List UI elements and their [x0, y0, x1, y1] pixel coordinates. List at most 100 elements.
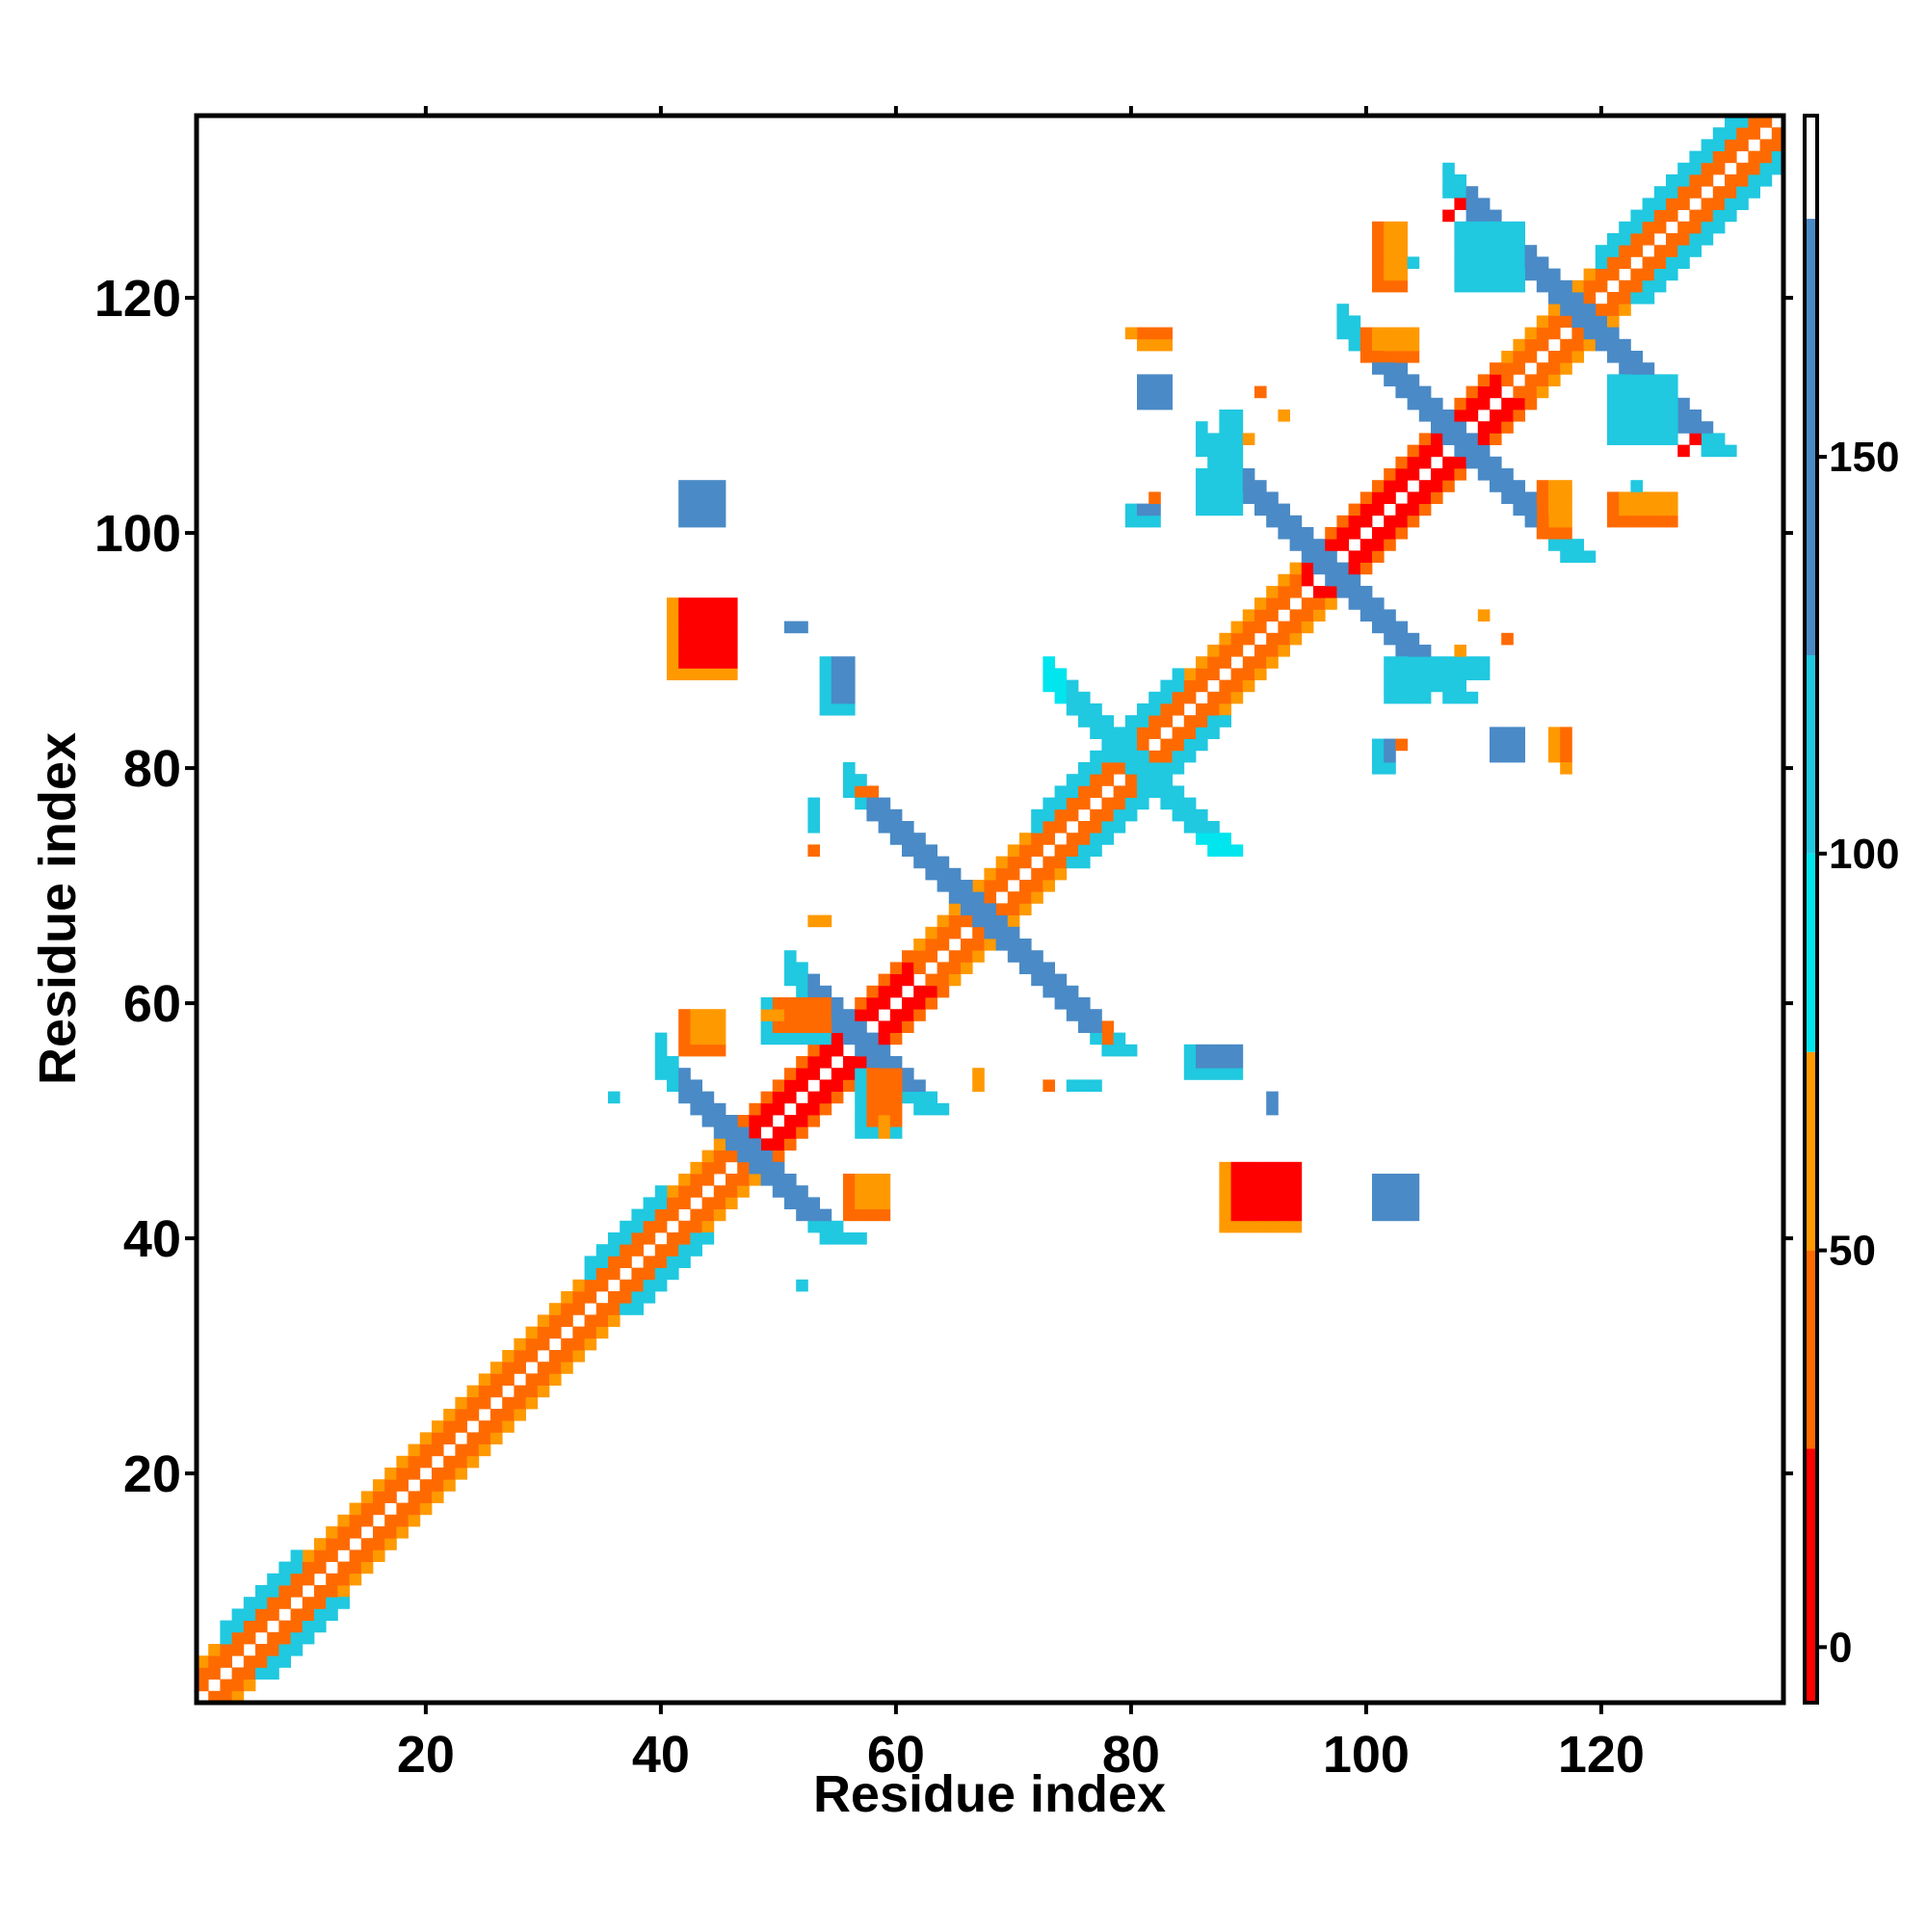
heatmap-cell: [255, 1644, 268, 1656]
heatmap-cell: [1230, 679, 1244, 693]
heatmap-cell: [1477, 468, 1491, 481]
heatmap-cell: [360, 1561, 374, 1575]
heatmap-cell: [1595, 279, 1608, 293]
heatmap-cell: [749, 1150, 761, 1163]
heatmap-cell: [878, 1056, 891, 1069]
heatmap-cell: [525, 1373, 539, 1386]
heatmap-cell: [807, 1009, 820, 1021]
heatmap-cell: [1124, 738, 1138, 752]
heatmap-cell: [1043, 821, 1055, 834]
heatmap-cell: [1513, 268, 1525, 281]
heatmap-cell: [1666, 491, 1678, 504]
heatmap-cell: [349, 1561, 362, 1575]
heatmap-cell: [667, 597, 679, 610]
heatmap-cell: [972, 939, 985, 951]
heatmap-cell: [1254, 597, 1267, 610]
heatmap-cell: [1219, 1185, 1231, 1198]
heatmap-cell: [1207, 727, 1220, 739]
heatmap-cell: [1548, 738, 1561, 752]
heatmap-cell: [1736, 116, 1749, 128]
heatmap-cell: [1454, 397, 1466, 410]
heatmap-cell: [1348, 338, 1361, 352]
colorbar-band: [1805, 853, 1817, 1052]
heatmap-cell: [1160, 703, 1173, 716]
heatmap-cell: [1372, 1185, 1385, 1198]
heatmap-cell: [408, 1491, 421, 1503]
heatmap-cell: [243, 1631, 256, 1645]
heatmap-cell: [1736, 174, 1749, 187]
heatmap-cell: [1524, 374, 1538, 386]
heatmap-cell: [1113, 1032, 1126, 1045]
heatmap-cell: [948, 973, 962, 987]
heatmap-cell: [1230, 1185, 1244, 1198]
heatmap-cell: [197, 1679, 209, 1692]
heatmap-cell: [1689, 174, 1702, 187]
heatmap-cell: [1384, 656, 1396, 669]
heatmap-cell: [1148, 503, 1161, 516]
heatmap-cell: [760, 1020, 774, 1033]
heatmap-cell: [1619, 515, 1631, 528]
heatmap-cell: [1359, 609, 1373, 622]
heatmap-cell: [243, 1597, 256, 1609]
heatmap-cell: [1160, 374, 1173, 386]
heatmap-cell: [1465, 186, 1479, 198]
heatmap-cell: [1372, 233, 1385, 246]
heatmap-cell: [455, 1409, 467, 1421]
heatmap-cell: [1407, 256, 1420, 269]
heatmap-cell: [502, 1396, 515, 1410]
heatmap-cell: [1677, 233, 1690, 246]
heatmap-cell: [373, 1526, 385, 1539]
heatmap-cell: [608, 1244, 620, 1257]
heatmap-cell: [384, 1526, 397, 1539]
heatmap-cell: [1736, 198, 1749, 210]
heatmap-cell: [432, 1432, 444, 1444]
heatmap-cell: [1689, 162, 1702, 175]
heatmap-cell: [889, 821, 903, 834]
heatmap-cell: [1054, 797, 1068, 810]
heatmap-cell: [1019, 962, 1032, 974]
heatmap-cell: [654, 1032, 668, 1045]
heatmap-cell: [1007, 856, 1020, 869]
heatmap-cell: [843, 1079, 856, 1092]
heatmap-cell: [1607, 292, 1620, 304]
y-tick-label: 80: [123, 740, 181, 798]
heatmap-cell: [737, 1138, 750, 1151]
heatmap-cell: [514, 1337, 526, 1351]
heatmap-cell: [1066, 797, 1079, 810]
heatmap-cell: [1196, 668, 1208, 680]
heatmap-cell: [326, 1526, 338, 1539]
heatmap-cell: [1607, 256, 1620, 269]
heatmap-cell: [1571, 279, 1584, 293]
heatmap-cell: [231, 1679, 245, 1692]
heatmap-cell: [1560, 539, 1572, 551]
heatmap-cell: [1066, 774, 1079, 786]
heatmap-cell: [1219, 1161, 1231, 1175]
heatmap-cell: [819, 1102, 832, 1116]
heatmap-cell: [1266, 1091, 1279, 1104]
heatmap-cell: [1348, 327, 1361, 340]
heatmap-cell: [1289, 586, 1303, 598]
heatmap-cell: [1630, 410, 1643, 422]
heatmap-cell: [443, 1479, 456, 1492]
heatmap-cell: [1395, 679, 1408, 693]
heatmap-cell: [1336, 304, 1349, 316]
heatmap-cell: [1336, 515, 1349, 528]
heatmap-cell: [878, 1197, 891, 1209]
heatmap-cell: [784, 1174, 797, 1186]
heatmap-cell: [1372, 480, 1385, 492]
heatmap-cell: [1090, 1079, 1102, 1092]
heatmap-cell: [1230, 1208, 1244, 1222]
heatmap-cell: [984, 914, 996, 928]
heatmap-cell: [1124, 750, 1138, 763]
heatmap-cell: [1301, 539, 1314, 551]
heatmap-cell: [419, 1443, 433, 1457]
heatmap-cell: [1666, 233, 1678, 246]
heatmap-cell: [1677, 221, 1690, 234]
heatmap-cell: [1384, 632, 1396, 646]
heatmap-cell: [1701, 221, 1714, 234]
heatmap-cell: [537, 1337, 550, 1351]
heatmap-cell: [466, 1432, 480, 1444]
heatmap-cell: [1372, 245, 1385, 257]
heatmap-cell: [995, 903, 1009, 915]
heatmap-cell: [302, 1608, 315, 1621]
